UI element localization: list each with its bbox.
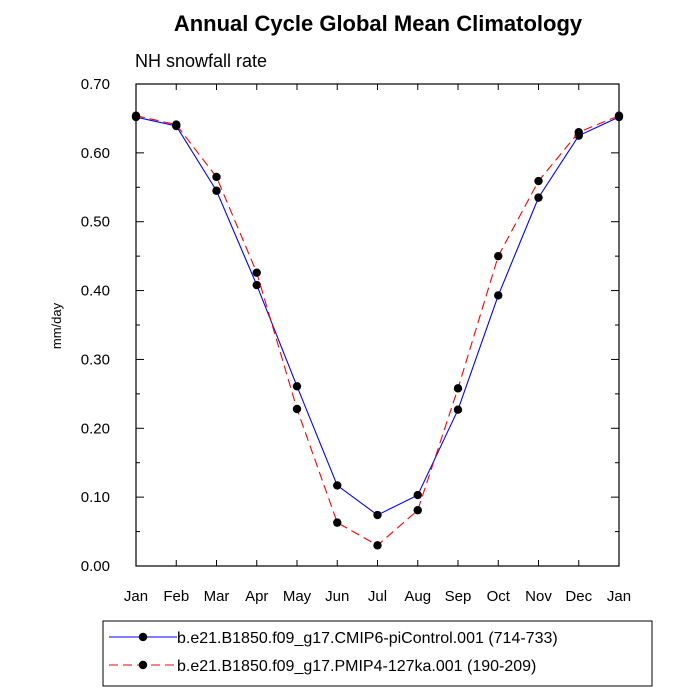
data-point	[614, 111, 624, 120]
x-tick-label: Apr	[245, 588, 268, 605]
data-point	[413, 506, 422, 515]
plot-frame	[135, 83, 620, 567]
x-tick-label: Dec	[565, 588, 592, 605]
data-point	[413, 490, 422, 500]
x-tick-label: Feb	[163, 588, 189, 605]
data-point	[333, 481, 342, 490]
x-tick-label: Sep	[445, 588, 472, 605]
data-point	[494, 291, 503, 300]
legend-box	[102, 620, 653, 687]
data-point	[252, 280, 261, 290]
x-tick-label: Aug	[404, 588, 431, 605]
axes: Jan Feb Mar Apr May Jun Jul Aug Sep Oct Nov Dec Jan 0…	[81, 76, 631, 605]
y-tick-label: 0.10	[81, 489, 110, 506]
x-tick-label: Nov	[525, 588, 552, 605]
data-point	[534, 193, 543, 202]
legend-label-1: b.e21.B1850.f09_g17.CMIP6-piControl.001 …	[177, 630, 558, 647]
data-point	[292, 404, 302, 414]
data-point	[494, 251, 503, 261]
data-point	[534, 176, 543, 186]
data-point	[212, 172, 221, 182]
x-tick-label: Mar	[204, 588, 230, 605]
chart-title: Annual Cycle Global Mean Climatology	[174, 11, 583, 36]
data-point	[373, 510, 382, 520]
data-point	[453, 405, 463, 414]
x-tick-label: Jul	[368, 588, 387, 605]
legend-marker	[138, 660, 148, 670]
series-line-2	[135, 115, 620, 547]
legend: b.e21.B1850.f09_g17.CMIP6-piControl.001 …	[102, 620, 653, 687]
data-point	[574, 128, 583, 137]
y-tick-label: 0.50	[81, 214, 110, 231]
x-tick-label: Jan	[124, 588, 148, 605]
y-tick-label: 0.20	[81, 420, 110, 437]
data-point	[373, 541, 382, 550]
y-tick-label: 0.60	[81, 145, 110, 162]
x-tick-label: Oct	[487, 588, 511, 605]
data-point	[131, 111, 141, 120]
y-tick-label: 0.70	[81, 76, 110, 93]
x-tick-label: May	[283, 588, 312, 605]
data-point	[172, 120, 181, 129]
data-point	[292, 382, 302, 391]
legend-marker	[138, 632, 148, 642]
y-tick-label: 0.30	[81, 351, 110, 368]
chart-subtitle: NH snowfall rate	[135, 51, 267, 71]
y-tick-label: 0.40	[81, 283, 110, 300]
x-tick-label: Jan	[607, 588, 631, 605]
x-tick-label: Jun	[325, 588, 349, 605]
data-point	[252, 268, 261, 277]
data-point	[453, 384, 463, 393]
series-layer	[131, 111, 624, 550]
series-line-1	[135, 116, 620, 516]
data-point	[333, 518, 342, 527]
y-axis-label: mm/day	[49, 302, 64, 349]
legend-label-2: b.e21.B1850.f09_g17.PMIP4-127ka.001 (190…	[177, 658, 536, 675]
y-tick-label: 0.00	[81, 558, 110, 575]
data-point	[212, 186, 221, 195]
